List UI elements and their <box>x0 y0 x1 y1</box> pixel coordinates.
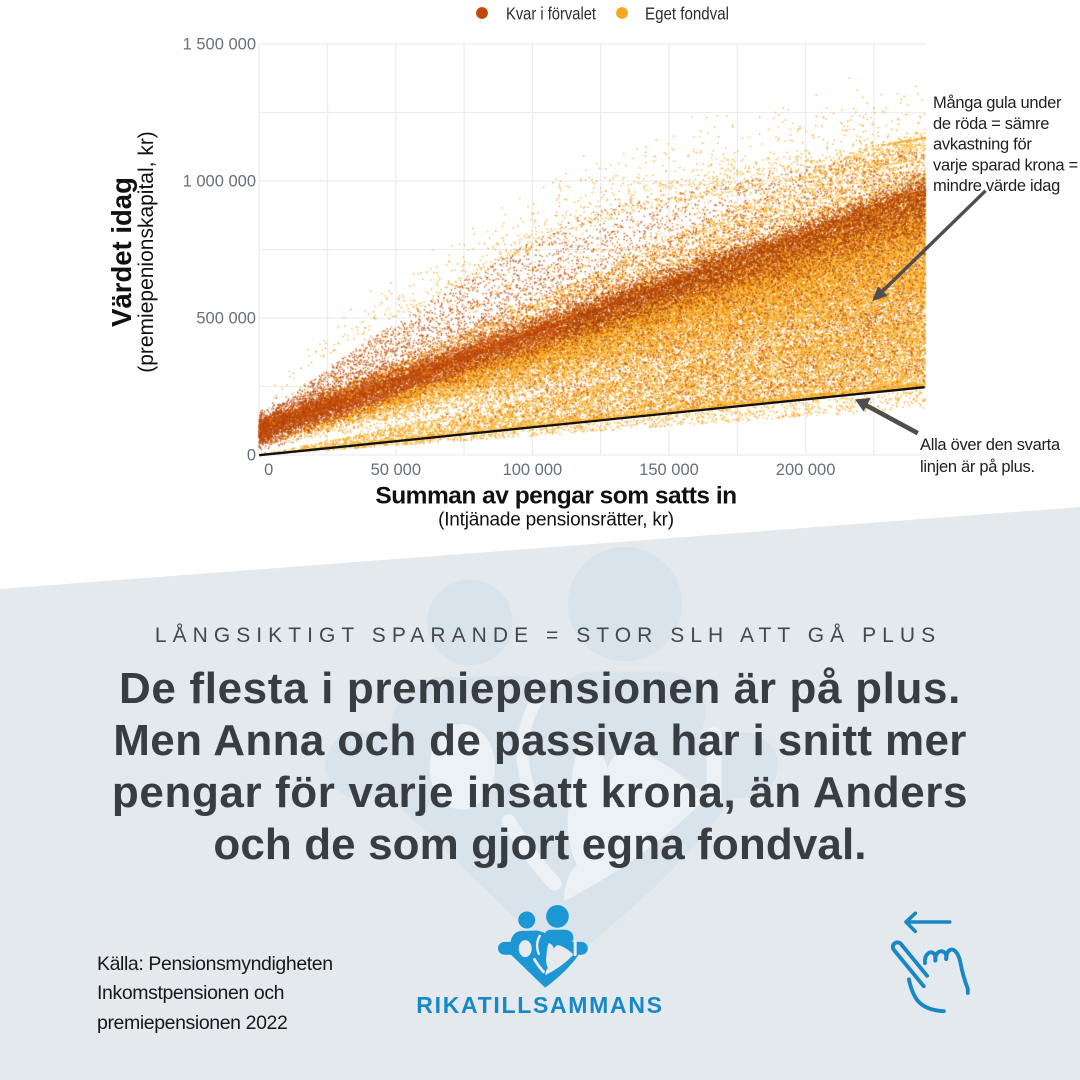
svg-text:0: 0 <box>247 447 256 465</box>
svg-text:linjen är på plus.: linjen är på plus. <box>920 458 1035 476</box>
svg-text:varje sparad krona =: varje sparad krona = <box>933 156 1078 174</box>
svg-text:Alla över den svarta: Alla över den svarta <box>920 436 1061 454</box>
svg-text:mindre värde idag: mindre värde idag <box>933 177 1060 195</box>
svg-text:150 000: 150 000 <box>639 461 699 479</box>
svg-text:Många gula under: Många gula under <box>933 94 1062 112</box>
svg-text:Eget fondval: Eget fondval <box>645 4 729 24</box>
svg-text:(Intjänade pensionsrätter, kr): (Intjänade pensionsrätter, kr) <box>438 510 674 531</box>
svg-text:50 000: 50 000 <box>371 461 421 479</box>
svg-text:1 000 000: 1 000 000 <box>183 173 256 191</box>
svg-text:Värdet idag: Värdet idag <box>106 177 137 327</box>
svg-text:de röda = sämre: de röda = sämre <box>933 115 1049 133</box>
svg-text:avkastning för: avkastning för <box>933 136 1032 154</box>
svg-text:Summan av pengar som satts in: Summan av pengar som satts in <box>375 483 736 510</box>
svg-text:100 000: 100 000 <box>503 461 563 479</box>
svg-text:500 000: 500 000 <box>196 310 256 328</box>
svg-text:Kvar i förvalet: Kvar i förvalet <box>506 4 596 24</box>
svg-text:1 500 000: 1 500 000 <box>183 36 256 54</box>
svg-text:(premiepenionskapital, kr): (premiepenionskapital, kr) <box>135 131 158 373</box>
svg-text:200 000: 200 000 <box>776 461 836 479</box>
svg-text:0: 0 <box>264 461 273 479</box>
